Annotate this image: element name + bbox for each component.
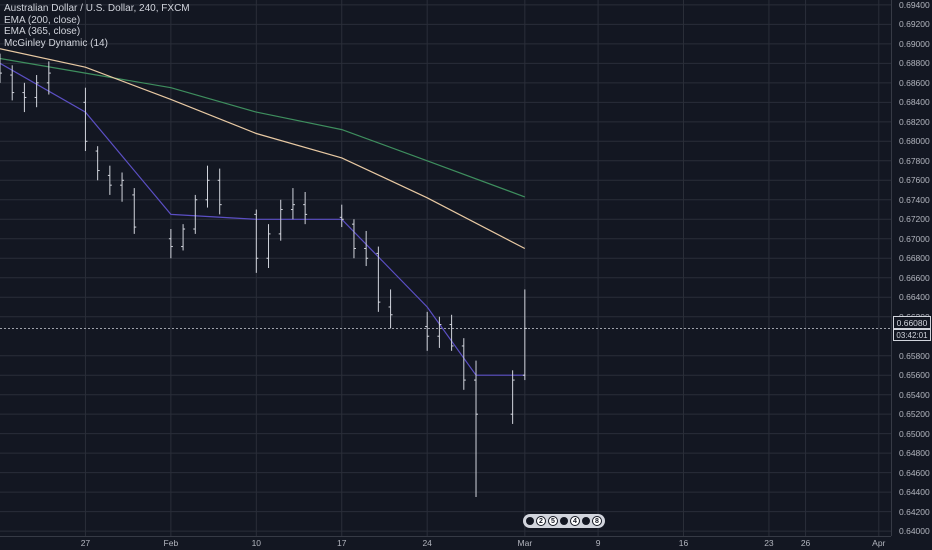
ohlc-bar	[303, 191, 308, 225]
ohlc-bar	[461, 338, 466, 390]
ohlc-bar	[10, 65, 15, 101]
flag-icon[interactable]	[560, 517, 568, 525]
series-line-2	[0, 62, 525, 376]
time-tick: Feb	[163, 538, 179, 548]
events-bar[interactable]: 2 5 4 8	[523, 514, 605, 528]
flag-icon[interactable]	[526, 517, 534, 525]
event-badge[interactable]: 2	[536, 516, 546, 526]
legend: Australian Dollar / U.S. Dollar, 240, FX…	[4, 3, 190, 49]
ohlc-bar	[34, 75, 39, 108]
ohlc-bar	[83, 87, 88, 152]
ohlc-bar	[132, 188, 137, 234]
ohlc-bars	[0, 53, 527, 498]
event-badge[interactable]: 4	[570, 516, 580, 526]
price-tick: 0.64000	[899, 526, 930, 537]
indicator-lines	[0, 48, 526, 376]
time-tick: 24	[422, 538, 432, 548]
legend-ema200[interactable]: EMA (200, close)	[4, 14, 81, 26]
ohlc-bar	[364, 230, 369, 267]
price-tick: 0.69200	[899, 19, 930, 30]
current-price-label: 0.66080	[893, 316, 931, 329]
ohlc-bar	[351, 219, 356, 259]
price-tick: 0.66600	[899, 272, 930, 283]
time-tick: 26	[800, 538, 811, 548]
time-tick: 10	[251, 538, 262, 548]
time-tick: 9	[595, 538, 601, 548]
ohlc-bar	[254, 209, 259, 273]
price-tick: 0.64800	[899, 448, 930, 459]
price-tick: 0.65800	[899, 350, 930, 361]
price-tick: 0.64200	[899, 506, 930, 517]
ohlc-bar	[22, 82, 27, 113]
price-tick: 0.67000	[899, 233, 930, 244]
ohlc-bar	[278, 199, 283, 241]
ohlc-bar	[46, 61, 51, 95]
ohlc-bar	[376, 246, 381, 312]
event-badge[interactable]: 8	[592, 516, 602, 526]
price-tick: 0.66400	[899, 292, 930, 303]
time-tick: 16	[678, 538, 689, 548]
price-tick: 0.68600	[899, 77, 930, 88]
ohlc-bar	[449, 314, 454, 351]
time-tick: Apr	[872, 538, 886, 548]
time-tick: 17	[337, 538, 347, 548]
legend-mcginley[interactable]: McGinley Dynamic (14)	[4, 37, 108, 49]
price-tick: 0.68200	[899, 116, 930, 127]
price-tick: 0.64400	[899, 487, 930, 498]
price-tick: 0.69000	[899, 38, 930, 49]
price-tick: 0.67800	[899, 155, 930, 166]
ohlc-bar	[510, 370, 515, 424]
price-tick: 0.68400	[899, 97, 930, 108]
ohlc-bar	[181, 224, 186, 251]
price-tick: 0.65400	[899, 389, 930, 400]
time-tick: 23	[764, 538, 774, 548]
grid	[0, 0, 891, 536]
legend-ema365[interactable]: EMA (365, close)	[4, 26, 81, 37]
ohlc-bar	[0, 53, 2, 83]
price-tick: 0.67600	[899, 175, 930, 186]
ohlc-bar	[388, 289, 393, 329]
ohlc-bar	[205, 165, 210, 208]
price-tick: 0.68000	[899, 136, 930, 147]
ohlc-bar	[120, 172, 125, 202]
price-tick: 0.65200	[899, 409, 930, 420]
time-scale-border	[0, 536, 891, 537]
price-tick: 0.64600	[899, 467, 930, 478]
price-tick: 0.69400	[899, 0, 930, 10]
ohlc-bar	[95, 146, 100, 181]
time-tick: Mar	[517, 538, 533, 548]
ohlc-bar	[339, 204, 344, 228]
price-tick: 0.67200	[899, 214, 930, 225]
ohlc-bar	[290, 188, 295, 220]
ohlc-bar	[522, 289, 527, 381]
ohlc-bar	[437, 316, 442, 348]
ohlc-bar	[425, 311, 430, 351]
ohlc-bar	[217, 168, 222, 215]
ohlc-bar	[474, 360, 479, 498]
series-line-0	[0, 57, 526, 198]
ohlc-bar	[266, 224, 271, 268]
legend-symbol[interactable]: Australian Dollar / U.S. Dollar, 240, FX…	[4, 3, 190, 14]
price-scale-border	[891, 0, 892, 536]
bar-countdown-label: 03:42:01	[893, 329, 931, 341]
flag-icon[interactable]	[582, 517, 590, 525]
ohlc-bar	[107, 165, 112, 195]
price-tick: 0.66800	[899, 253, 930, 264]
price-tick: 0.68800	[899, 58, 930, 69]
time-tick: 27	[80, 538, 91, 548]
price-tick: 0.65600	[899, 370, 930, 381]
price-tick: 0.65000	[899, 428, 930, 439]
price-tick: 0.67400	[899, 194, 930, 205]
ohlc-bar	[168, 229, 173, 259]
ohlc-bar	[193, 194, 198, 234]
series-line-1	[0, 48, 526, 250]
event-badge[interactable]: 5	[548, 516, 558, 526]
